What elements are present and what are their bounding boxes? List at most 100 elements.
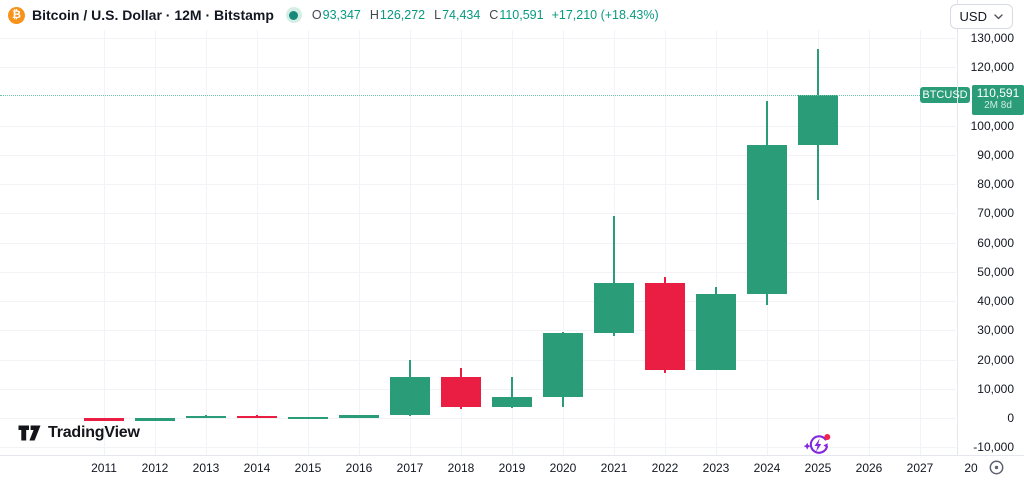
candle-body-2013[interactable] (186, 415, 226, 419)
price-tick-label: -10,000 (973, 440, 1014, 455)
h-gridline (0, 242, 956, 244)
market-status-dot (285, 7, 302, 23)
h-gridline (0, 418, 956, 419)
candle-body-2012[interactable] (135, 418, 175, 421)
time-tick-label: 2026 (855, 461, 883, 475)
candle-body-2016[interactable] (339, 415, 379, 418)
h-gridline (0, 125, 956, 127)
v-gridline (869, 30, 870, 455)
v-gridline (410, 30, 411, 455)
candle-body-2017[interactable] (390, 377, 430, 416)
time-tick-label: 2016 (345, 461, 373, 475)
time-axis-separator (0, 455, 1024, 456)
time-tick-label: 2012 (141, 461, 169, 475)
v-gridline (920, 30, 921, 455)
price-tick-label: 100,000 (970, 118, 1014, 133)
price-axis-separator (957, 0, 958, 455)
time-tick-label: 2011 (91, 461, 117, 475)
h-gridline (0, 184, 956, 186)
symbol-price-tag: BTCUSD (920, 86, 970, 103)
price-tick-label: 60,000 (977, 235, 1014, 250)
high-label: H (369, 8, 379, 22)
h-gridline (0, 67, 956, 69)
candle-body-2021[interactable] (594, 282, 634, 334)
currency-dropdown-label: USD (959, 9, 987, 24)
close-label: C (489, 8, 499, 22)
v-gridline (818, 30, 819, 455)
time-tick-label: 2025 (804, 461, 832, 475)
candle-body-2015[interactable] (288, 416, 328, 420)
open-value: 93,347 (322, 8, 361, 22)
time-tick-label: 2021 (600, 461, 628, 475)
h-gridline (0, 154, 956, 156)
time-tick-label: 2027 (906, 461, 934, 475)
market-status-core (289, 10, 299, 20)
candle-wick-2021 (613, 216, 615, 336)
close-value: 110,591 (499, 8, 544, 22)
candle-body-2025[interactable] (798, 94, 838, 146)
candle-body-2024[interactable] (747, 145, 787, 295)
v-gridline (665, 30, 666, 455)
tradingview-logo-text: TradingView (48, 424, 140, 441)
chevron-down-icon (994, 13, 1003, 19)
h-gridline (0, 38, 956, 39)
bar-countdown: 2M 8d (984, 100, 1012, 112)
price-tick-label: 80,000 (977, 177, 1014, 192)
high-value: 126,272 (379, 8, 426, 22)
time-tick-label: 2018 (447, 461, 475, 475)
time-tick-label: 2013 (192, 461, 220, 475)
symbol-title[interactable]: Bitcoin / U.S. Dollar · 12M · Bitstamp (32, 7, 274, 23)
price-tick-label: 30,000 (977, 323, 1014, 338)
candle-body-2014[interactable] (237, 415, 277, 419)
candle-body-2019[interactable] (492, 397, 532, 408)
price-tick-label: 70,000 (977, 206, 1014, 221)
h-gridline (0, 301, 956, 303)
candle-body-2023[interactable] (696, 294, 736, 370)
candle-body-2020[interactable] (543, 333, 583, 398)
time-tick-label: 2024 (753, 461, 781, 475)
price-tick-label: 130,000 (970, 31, 1014, 45)
current-price-value: 110,591 (976, 85, 1020, 100)
price-tick-label: 20,000 (977, 352, 1014, 367)
v-gridline (257, 30, 258, 455)
time-tick-label: 2022 (651, 461, 679, 475)
spark-refresh-icon[interactable] (803, 430, 833, 460)
v-gridline (155, 30, 156, 455)
h-gridline (0, 359, 956, 361)
current-price-badge: 110,591 2M 8d (972, 84, 1024, 115)
price-tick-label: 50,000 (977, 264, 1014, 279)
candle-body-2011[interactable] (84, 418, 124, 421)
low-value: 74,434 (442, 8, 481, 22)
v-gridline (359, 30, 360, 455)
currency-dropdown-button[interactable]: USD (949, 4, 1013, 29)
price-tick-label: 90,000 (977, 147, 1014, 162)
price-tick-label: 40,000 (977, 294, 1014, 309)
candle-wick-2019 (511, 377, 513, 409)
time-tick-label: 20 (964, 461, 978, 475)
time-tick-label: 2015 (294, 461, 322, 475)
v-gridline (716, 30, 717, 455)
bitcoin-icon: ₿ (8, 6, 25, 24)
v-gridline (563, 30, 564, 455)
v-gridline (206, 30, 207, 455)
tradingview-logo[interactable]: TradingView (18, 424, 140, 442)
price-tick-label: 120,000 (970, 60, 1014, 75)
time-tick-label: 2020 (549, 461, 577, 475)
candle-body-2022[interactable] (645, 282, 685, 370)
v-gridline (308, 30, 309, 455)
time-tick-label: 2017 (396, 461, 424, 475)
h-gridline (0, 330, 956, 332)
current-price-line (0, 94, 956, 96)
axis-settings-gear-icon[interactable] (987, 458, 1006, 477)
low-label: L (434, 8, 442, 22)
tradingview-logo-icon (18, 425, 41, 441)
change-value: +17,210 (+18.43%) (551, 8, 659, 22)
price-tick-label: 0 (1007, 411, 1014, 425)
h-gridline (0, 213, 956, 215)
candle-body-2018[interactable] (441, 377, 481, 407)
open-label: O (311, 8, 322, 22)
